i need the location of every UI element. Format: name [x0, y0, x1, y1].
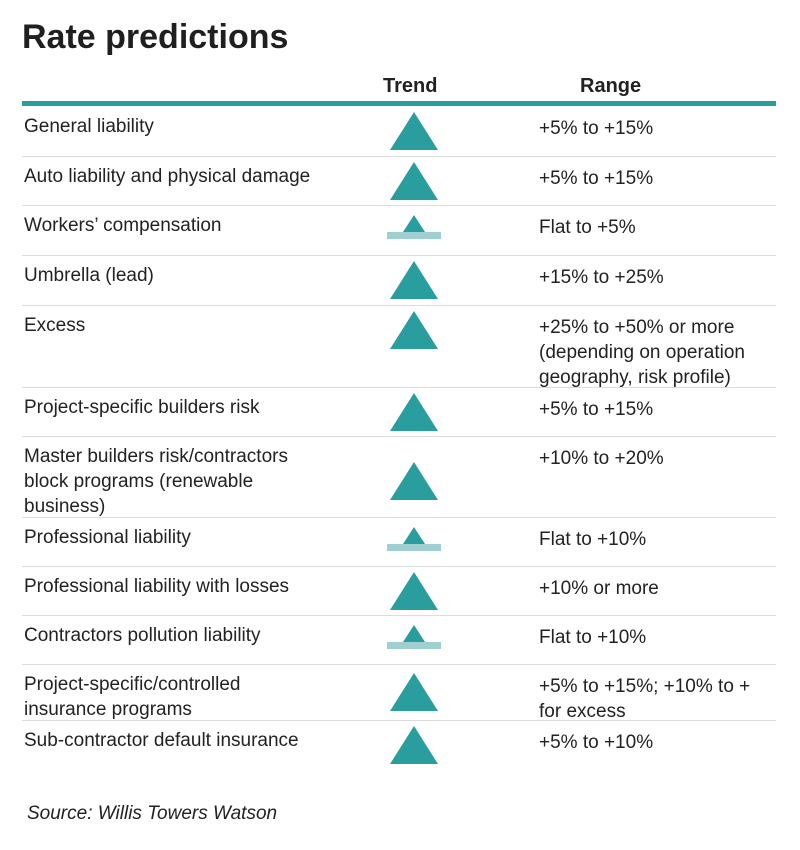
range-value: +5% to +10% — [539, 732, 654, 753]
trend-up-icon — [390, 462, 438, 500]
table-row: Project-specific builders risk +5% to +1… — [22, 387, 776, 437]
trend-indicator — [385, 664, 443, 720]
table-row: Project-specific/controlled insurance pr… — [22, 664, 776, 721]
range-value: +5% to +15%; +10% to + for excess — [539, 676, 751, 721]
trend-slight-up-icon — [403, 625, 425, 642]
coverage-label: Project-specific builders risk — [24, 397, 260, 418]
table-row: Workers’ compensation Flat to +5% — [22, 205, 776, 256]
table-row: Professional liability Flat to +10% — [22, 517, 776, 567]
table-row: Auto liability and physical damage +5% t… — [22, 156, 776, 206]
table-row: Professional liability with losses +10% … — [22, 566, 776, 616]
chart-title: Rate predictions — [22, 18, 289, 56]
trend-flat-bar — [387, 544, 441, 551]
trend-indicator — [385, 106, 443, 156]
range-value: +5% to +15% — [539, 399, 654, 420]
trend-up-icon — [390, 311, 438, 349]
rate-table: General liability +5% to +15% Auto liabi… — [22, 106, 776, 770]
trend-up-icon — [390, 261, 438, 299]
table-row: Master builders risk/contractors block p… — [22, 436, 776, 518]
coverage-label: Sub-contractor default insurance — [24, 730, 299, 751]
trend-up-icon — [390, 393, 438, 431]
table-row: Umbrella (lead) +15% to +25% — [22, 255, 776, 306]
trend-indicator — [385, 205, 443, 255]
coverage-label: Project-specific/controlled insurance pr… — [24, 674, 241, 720]
trend-indicator — [385, 255, 443, 305]
trend-slight-up-icon — [403, 527, 425, 544]
trend-indicator — [385, 436, 443, 517]
range-value: +5% to +15% — [539, 118, 654, 139]
trend-indicator — [385, 305, 443, 387]
trend-up-icon — [390, 572, 438, 610]
table-row: General liability +5% to +15% — [22, 106, 776, 157]
trend-indicator — [385, 156, 443, 205]
coverage-label: Auto liability and physical damage — [24, 166, 311, 187]
table-row: Contractors pollution liability Flat to … — [22, 615, 776, 665]
coverage-label: Contractors pollution liability — [24, 625, 261, 646]
source-note: Source: Willis Towers Watson — [27, 803, 278, 824]
trend-indicator — [385, 387, 443, 436]
coverage-label: Professional liability — [24, 527, 191, 548]
trend-up-icon — [390, 162, 438, 200]
range-value: Flat to +10% — [539, 529, 647, 550]
trend-slight-up-icon — [403, 215, 425, 232]
trend-flat-bar — [387, 642, 441, 649]
coverage-label: Professional liability with losses — [24, 576, 290, 597]
table-row: Excess +25% to +50% or more (depending o… — [22, 305, 776, 388]
trend-up-icon — [390, 673, 438, 711]
range-value: Flat to +10% — [539, 627, 647, 648]
header-rule — [22, 101, 776, 106]
range-value: +15% to +25% — [539, 267, 664, 288]
range-value: Flat to +5% — [539, 217, 636, 238]
trend-indicator — [385, 720, 443, 770]
range-value: +10% or more — [539, 578, 659, 599]
range-value: +10% to +20% — [539, 448, 664, 469]
range-value: +25% to +50% or more (depending on opera… — [539, 317, 746, 388]
range-value: +5% to +15% — [539, 168, 654, 189]
coverage-label: Master builders risk/contractors block p… — [24, 446, 288, 517]
range-column-header: Range — [580, 75, 642, 97]
trend-up-icon — [390, 726, 438, 764]
coverage-label: Umbrella (lead) — [24, 265, 154, 286]
trend-column-header: Trend — [383, 75, 438, 97]
trend-flat-bar — [387, 232, 441, 239]
trend-indicator — [385, 517, 443, 566]
trend-indicator — [385, 615, 443, 664]
coverage-label: Excess — [24, 315, 86, 336]
trend-up-icon — [390, 112, 438, 150]
table-row: Sub-contractor default insurance +5% to … — [22, 720, 776, 770]
coverage-label: General liability — [24, 116, 154, 137]
trend-indicator — [385, 566, 443, 615]
coverage-label: Workers’ compensation — [24, 215, 222, 236]
